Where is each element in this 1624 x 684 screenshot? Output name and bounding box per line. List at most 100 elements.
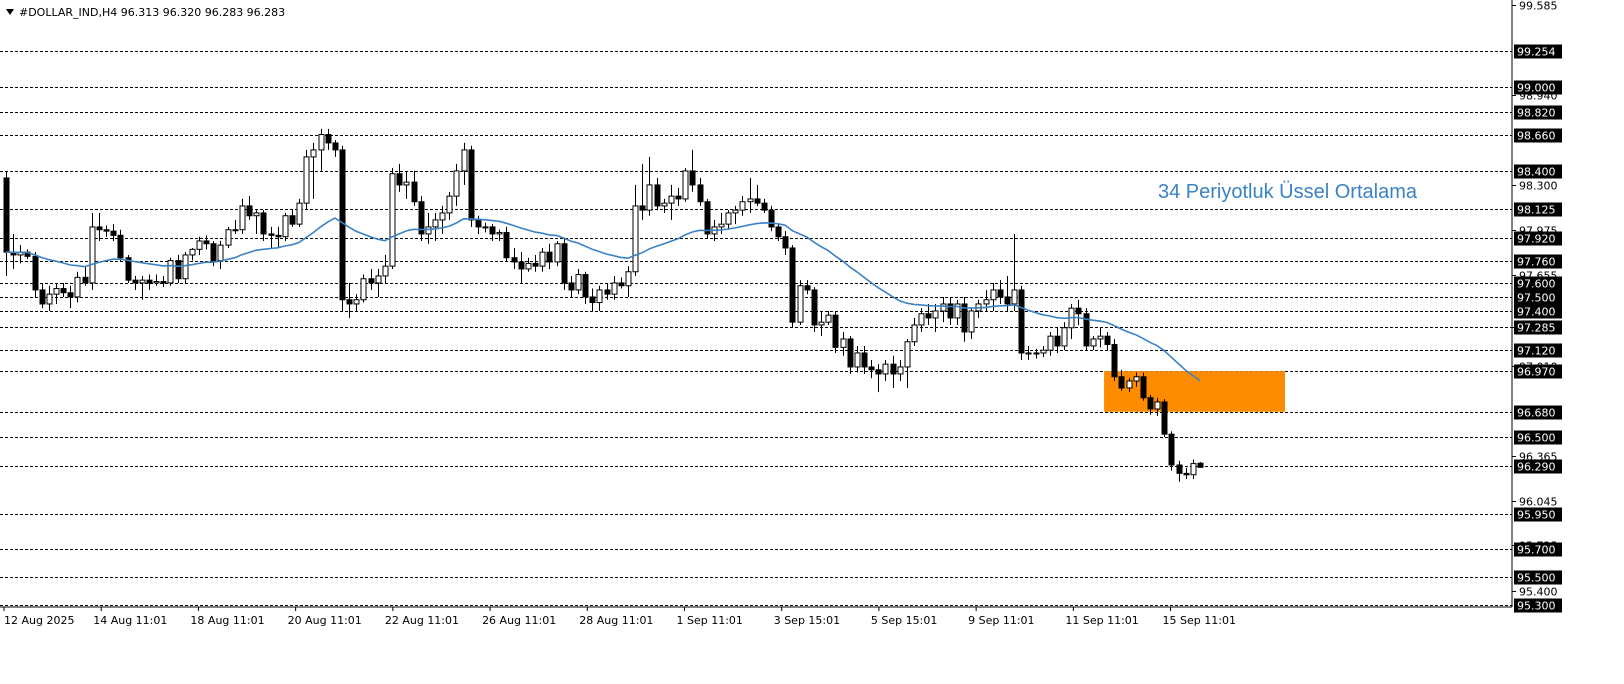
level-tag-label: 97.400	[1517, 306, 1556, 319]
candle-bull	[739, 201, 746, 211]
level-tag-label: 96.500	[1517, 432, 1556, 445]
candle-bear	[210, 243, 217, 262]
ema-line	[5, 217, 1201, 382]
candle-bull	[232, 229, 239, 232]
candle-bull	[718, 223, 725, 228]
candle-bear	[589, 296, 596, 304]
candle-bull	[840, 338, 847, 348]
candle-bull	[375, 275, 382, 284]
candle-bear	[811, 289, 818, 326]
candle-bear	[411, 181, 418, 203]
candle-bear	[1018, 289, 1025, 354]
level-tag	[1514, 290, 1562, 305]
level-tag	[1514, 105, 1562, 120]
candle-bull	[632, 205, 639, 273]
x-tick-label: 1 Sep 11:01	[676, 614, 742, 627]
candle-bear	[868, 366, 875, 371]
candle-bull	[239, 205, 246, 231]
x-tick-label: 11 Sep 11:01	[1065, 614, 1138, 627]
level-tag	[1514, 364, 1562, 379]
candle-bull	[596, 289, 603, 304]
level-tag	[1514, 80, 1562, 95]
candle-bull	[525, 262, 532, 270]
candle-bear	[418, 201, 425, 235]
level-tag-label: 98.400	[1517, 166, 1556, 179]
candle-bear	[117, 234, 124, 259]
candle-bear	[110, 230, 117, 236]
x-tick-label: 22 Aug 11:01	[385, 614, 459, 627]
candle-bull	[1011, 289, 1018, 305]
candle-bear	[468, 149, 475, 221]
candle-bear	[396, 173, 403, 186]
candle-bear	[639, 205, 646, 211]
candle-bear	[160, 281, 167, 284]
level-tag-label: 95.950	[1517, 509, 1556, 522]
candle-bear	[1197, 462, 1204, 468]
candle-bull	[189, 248, 196, 256]
candle-bear	[568, 282, 575, 291]
candle-bull	[897, 366, 904, 375]
candle-bull	[1025, 352, 1032, 355]
ema-annotation: 34 Periyotluk Üssel Ortalama	[1158, 181, 1417, 203]
candle-bear	[132, 279, 139, 284]
candle-bear	[503, 232, 510, 259]
x-tick-label: 18 Aug 11:01	[190, 614, 264, 627]
candle-bear	[604, 289, 611, 295]
candle-bull	[389, 173, 396, 267]
candle-bear	[704, 201, 711, 235]
candle-bear	[96, 226, 103, 231]
x-tick-label: 5 Sep 15:01	[871, 614, 937, 627]
candle-bear	[832, 314, 839, 348]
level-tag-label: 98.660	[1517, 130, 1556, 143]
candle-bull	[1126, 380, 1133, 389]
candle-bear	[875, 369, 882, 375]
candle-bear	[1004, 296, 1011, 305]
candle-bull	[53, 288, 60, 295]
candle-bull	[1097, 335, 1104, 340]
level-tag	[1514, 231, 1562, 246]
candle-bear	[511, 257, 518, 263]
candle-bull	[911, 324, 918, 343]
candle-bear	[925, 313, 932, 319]
candle-bear	[1054, 335, 1061, 347]
candle-bull	[46, 293, 53, 305]
candle-bull	[296, 202, 303, 225]
x-tick-label: 14 Aug 11:01	[93, 614, 167, 627]
dropdown-triangle-icon[interactable]	[6, 9, 14, 15]
candle-bull	[446, 195, 453, 214]
candle-bull	[453, 170, 460, 197]
candle-bear	[82, 276, 89, 284]
candle-bull	[403, 181, 410, 186]
level-tag	[1514, 320, 1562, 335]
candle-bull	[310, 149, 317, 158]
x-tick-label: 28 Aug 11:01	[579, 614, 653, 627]
candles	[3, 128, 1204, 482]
level-tag	[1514, 202, 1562, 217]
candle-bull	[167, 260, 174, 284]
candle-bear	[582, 274, 589, 298]
level-tag-label: 96.970	[1517, 366, 1556, 379]
candle-bear	[561, 243, 568, 284]
candle-bull	[432, 219, 439, 228]
candle-bear	[275, 234, 282, 238]
candle-bull	[282, 215, 289, 238]
candle-bear	[1183, 472, 1190, 476]
candle-bull	[668, 195, 675, 204]
candle-bull	[1190, 463, 1197, 476]
candle-bull	[539, 251, 546, 267]
candle-bull	[747, 198, 754, 203]
y-tick-label: 96.045	[1519, 496, 1558, 509]
candle-bear	[754, 198, 761, 204]
candle-bull	[382, 265, 389, 277]
level-tag-label: 99.000	[1517, 82, 1556, 95]
candle-bull	[89, 226, 96, 284]
candle-bull	[954, 303, 961, 319]
candle-bear	[961, 303, 968, 333]
level-tag	[1514, 254, 1562, 269]
candle-bear	[947, 303, 954, 319]
x-tick-label: 9 Sep 11:01	[968, 614, 1034, 627]
level-tag	[1514, 507, 1562, 522]
candle-bull	[1033, 352, 1040, 355]
level-tag	[1514, 276, 1562, 291]
